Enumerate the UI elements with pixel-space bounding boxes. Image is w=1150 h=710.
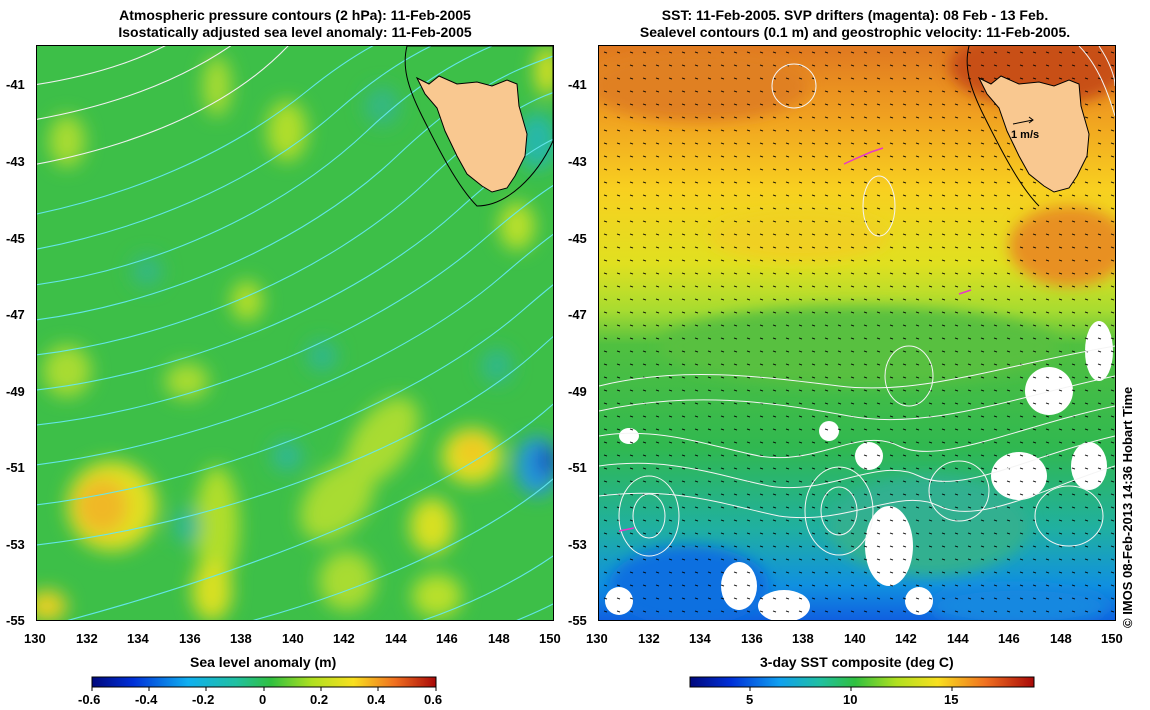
sst-colorbar-tick: 5 (746, 692, 754, 707)
sst-colorbar-ticks (749, 687, 953, 691)
right-lon-label: 138 (792, 631, 814, 646)
sst-canvas: 1 m/s (599, 46, 1115, 620)
left-lat-label: -53 (6, 537, 25, 552)
left-lon-label: 136 (179, 631, 201, 646)
left-lat-label: -45 (6, 231, 25, 246)
left-title-line1: Atmospheric pressure contours (2 hPa): 1… (119, 7, 471, 23)
sla-colorbar-tick: 0.2 (310, 692, 329, 707)
sla-colorbar-tick: -0.4 (135, 692, 158, 707)
tasmania-island-sst (966, 46, 1090, 207)
right-title-line2: Sealevel contours (0.1 m) and geostrophi… (639, 24, 1071, 40)
tasmania-island (404, 46, 553, 207)
right-lat-label: -49 (568, 384, 587, 399)
right-lon-label: 142 (895, 631, 917, 646)
left-lat-label: -55 (6, 613, 25, 628)
velocity-scale-arrow (1012, 116, 1034, 125)
left-title-line2: Isostatically adjusted sea level anomaly… (118, 24, 472, 40)
right-lat-label: -43 (568, 154, 587, 169)
right-lon-label: 144 (947, 631, 969, 646)
right-lon-label: 130 (586, 631, 608, 646)
sla-colorbar-tick: 0.4 (367, 692, 386, 707)
drifter-tracks (618, 147, 972, 532)
right-lon-label: 136 (741, 631, 763, 646)
right-lat-label: -51 (568, 460, 587, 475)
right-lat-label: -47 (568, 307, 587, 322)
right-colorbar-label: 3-day SST composite (deg C) (760, 654, 954, 670)
sla-colorbar-tick: 0 (259, 692, 267, 707)
left-lon-label: 130 (24, 631, 46, 646)
left-lon-label: 148 (488, 631, 510, 646)
sea-level-anomaly-canvas (37, 46, 553, 620)
credit-text: © IMOS 08-Feb-2013 14:36 Hobart Time (1120, 386, 1135, 628)
left-lon-label: 134 (127, 631, 149, 646)
left-lon-label: 144 (385, 631, 407, 646)
sla-colorbar (91, 676, 437, 691)
left-lon-label: 146 (436, 631, 458, 646)
sst-colorbar-tick: 15 (944, 692, 959, 707)
right-lat-label: -53 (568, 537, 587, 552)
left-lat-label: -43 (6, 154, 25, 169)
velocity-scale-label: 1 m/s (1011, 129, 1039, 141)
left-colorbar-label: Sea level anomaly (m) (190, 654, 337, 670)
left-lon-label: 132 (76, 631, 98, 646)
right-title-line1: SST: 11-Feb-2005. SVP drifters (magenta)… (661, 7, 1049, 23)
pressure-contours (37, 46, 553, 620)
pressure-contours-white (37, 46, 289, 165)
left-lat-label: -41 (6, 77, 25, 92)
right-lon-label: 150 (1101, 631, 1123, 646)
left-lat-label: -49 (6, 384, 25, 399)
left-lon-label: 150 (539, 631, 561, 646)
sla-colorbar-gradient (91, 676, 437, 688)
right-lon-label: 134 (689, 631, 711, 646)
sla-colorbar-ticks (91, 687, 437, 691)
sea-level-anomaly-map (36, 45, 554, 621)
sst-colorbar-tick: 10 (843, 692, 858, 707)
sst-map: 1 m/s (598, 45, 1116, 621)
sla-colorbar-tick: -0.2 (192, 692, 215, 707)
left-lon-label: 142 (333, 631, 355, 646)
left-lon-label: 138 (230, 631, 252, 646)
right-lat-label: -55 (568, 613, 587, 628)
sealevel-contours (599, 46, 1115, 557)
left-lon-label: 140 (282, 631, 304, 646)
right-lon-label: 140 (844, 631, 866, 646)
right-lon-label: 146 (998, 631, 1020, 646)
left-lat-label: -51 (6, 460, 25, 475)
right-lon-label: 132 (638, 631, 660, 646)
right-lat-label: -45 (568, 231, 587, 246)
sla-colorbar-tick: 0.6 (424, 692, 443, 707)
sla-colorbar-tick: -0.6 (78, 692, 101, 707)
left-lat-label: -47 (6, 307, 25, 322)
sst-colorbar-gradient (689, 676, 1035, 688)
right-lat-label: -41 (568, 77, 587, 92)
right-lon-label: 148 (1050, 631, 1072, 646)
sst-colorbar (689, 676, 1035, 691)
